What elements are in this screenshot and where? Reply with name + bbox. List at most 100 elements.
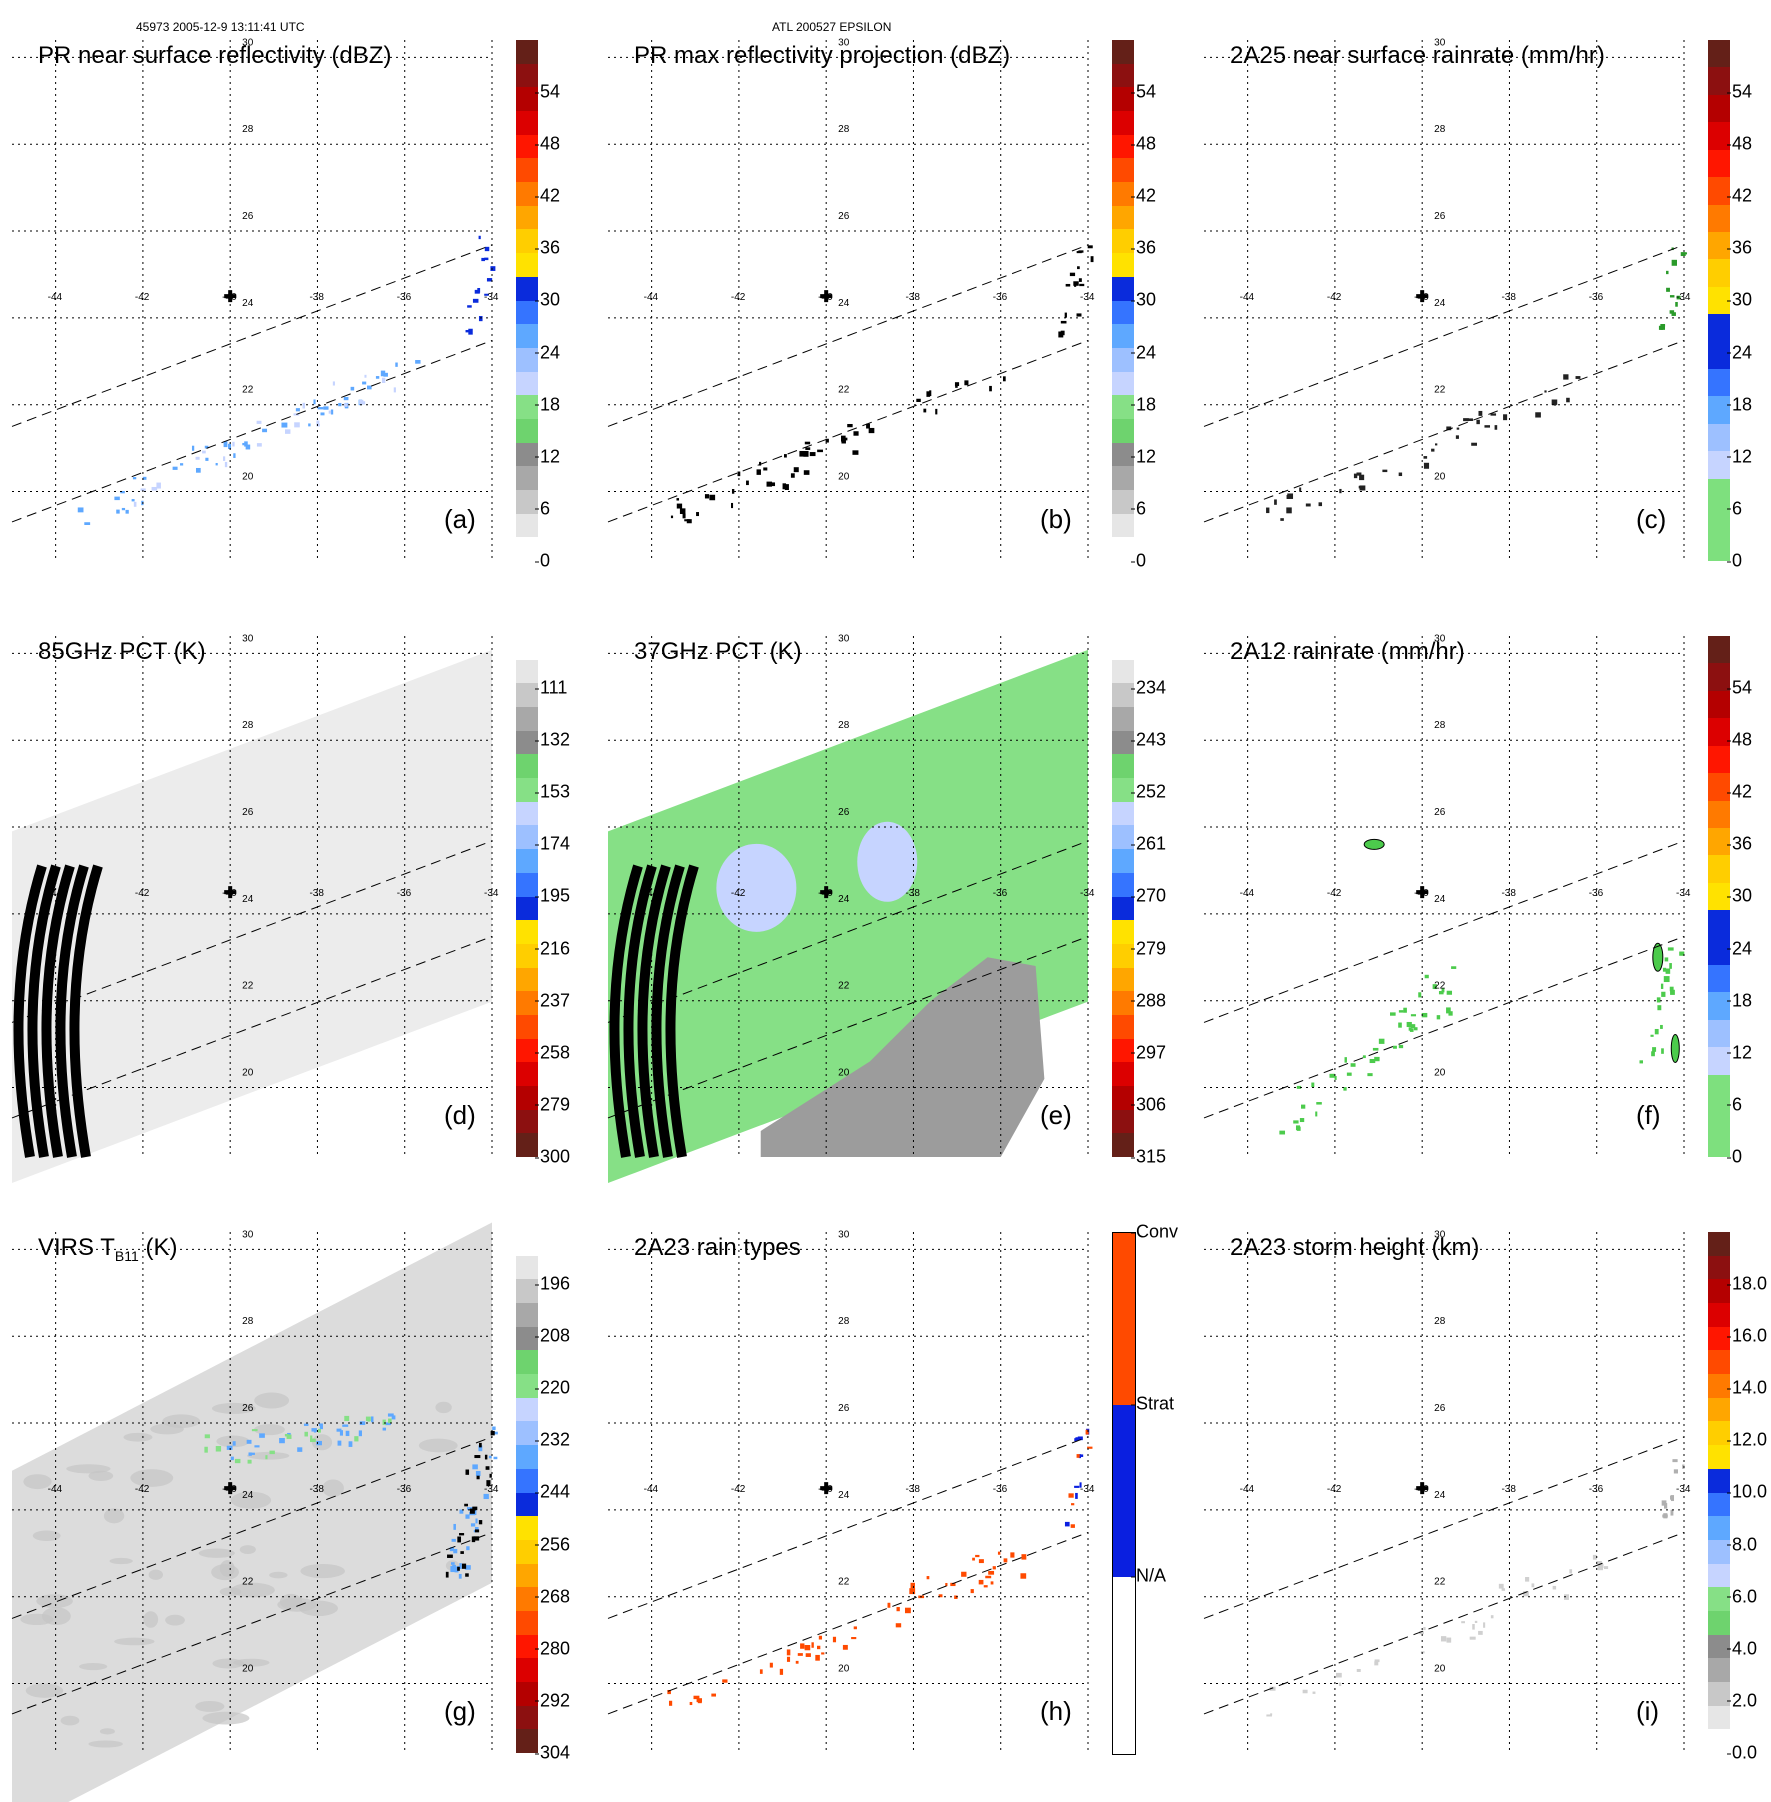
colorbar-tick-label: 279	[1130, 938, 1167, 959]
rain-cell	[490, 266, 496, 271]
colorbar-tick-label: 42	[1726, 781, 1753, 802]
rain-cell	[223, 456, 226, 461]
rain-cell	[415, 360, 421, 364]
rain-cell	[1661, 1500, 1667, 1506]
colorbar-tick-label: 48	[1130, 133, 1157, 154]
lat-label: 20	[838, 1068, 850, 1079]
rain-cell	[1501, 1588, 1506, 1591]
lon-label: -36	[397, 292, 412, 303]
rain-cell	[825, 438, 829, 443]
rain-cell	[693, 1695, 700, 1700]
rain-cell	[759, 461, 762, 466]
colorbar-segment	[1708, 478, 1730, 507]
rain-cell	[771, 482, 776, 487]
colorbar-segment	[516, 1374, 538, 1399]
rain-cell	[121, 507, 126, 511]
rain-cell	[797, 1653, 803, 1656]
rain-cell	[1663, 1503, 1668, 1509]
rain-cell	[1367, 1073, 1373, 1077]
colorbar-tick-label: 48	[534, 133, 561, 154]
rain-cell	[821, 1652, 825, 1655]
colorbar-segment	[1708, 745, 1730, 774]
panel-label: (c)	[1636, 504, 1667, 534]
colorbar-segment	[1708, 1074, 1730, 1103]
pr-swath-edge	[607, 1531, 1089, 1715]
colorbar-segment	[1708, 1374, 1730, 1399]
lon-label: -34	[484, 1484, 499, 1495]
rain-cell	[970, 1589, 974, 1594]
cold-cloud	[451, 1538, 456, 1542]
colorbar-tick-label: 24	[1726, 342, 1753, 363]
rain-cell	[985, 1575, 992, 1579]
cold-cloud	[250, 1452, 255, 1455]
cold-cloud	[474, 1455, 481, 1459]
rain-cell	[1665, 968, 1671, 974]
colorbar-segment	[516, 1326, 538, 1351]
rain-cell	[484, 293, 489, 296]
rain-cell	[950, 1582, 956, 1587]
rain-cell	[242, 442, 245, 446]
colorbar-tick-label: N/A	[1130, 1565, 1167, 1586]
colorbar-segment	[1112, 489, 1134, 515]
rain-cell	[945, 1582, 948, 1587]
rain-cell	[1329, 1073, 1335, 1078]
colorbar-segment	[1708, 1421, 1730, 1446]
header-left: 45973 2005-12-9 13:11:41 UTC	[136, 20, 305, 34]
cloud-texture	[435, 1401, 452, 1414]
rain-cell	[1566, 397, 1570, 403]
colorbar-tick-label: 30	[534, 289, 561, 310]
cloud-texture	[211, 1564, 239, 1581]
rain-cell	[1064, 1521, 1070, 1527]
rain-cell	[811, 1642, 814, 1648]
lat-label: 22	[1434, 385, 1446, 396]
lat-label: 26	[1434, 1403, 1446, 1414]
rain-cell	[955, 384, 958, 388]
lon-label: -44	[644, 292, 659, 303]
cold-cloud	[478, 1445, 483, 1452]
lon-label: -38	[905, 888, 920, 899]
colorbar-tick-label: 8.0	[1726, 1534, 1758, 1555]
colorbar-segment	[1708, 1729, 1730, 1754]
rain-cell	[1075, 1492, 1078, 1499]
colorbar-tick-label: 280	[534, 1638, 571, 1659]
cold-cloud	[472, 1464, 478, 1470]
rain-cell	[132, 477, 137, 480]
rain-cell	[180, 463, 184, 466]
colorbar-segment	[1112, 395, 1134, 420]
rain-cell	[997, 1551, 1001, 1555]
scan-edge-arc	[27, 864, 61, 1158]
colorbar-segment	[1708, 910, 1730, 939]
cold-region	[716, 843, 797, 932]
cloud-texture	[239, 1545, 256, 1554]
colorbar-segment	[1708, 1658, 1730, 1683]
lat-label: 22	[242, 1577, 254, 1588]
lon-label: -42	[731, 1484, 746, 1495]
rain-cell	[1311, 1082, 1315, 1088]
rain-cell	[1663, 1513, 1668, 1519]
colorbar	[1112, 40, 1134, 562]
cloud-texture	[202, 1711, 250, 1725]
rain-cell	[1343, 1087, 1347, 1091]
rain-cell	[1669, 986, 1674, 992]
colorbar-segment	[1708, 67, 1730, 96]
cold-cloud	[445, 1571, 449, 1578]
rain-cell	[1071, 1503, 1075, 1506]
rain-cell	[816, 1645, 821, 1650]
rain-cell	[1076, 313, 1082, 317]
colorbar-segment	[1112, 182, 1134, 207]
lat-label: 20	[838, 472, 850, 483]
colorbar-segment	[516, 205, 538, 230]
rain-cell	[1446, 1637, 1452, 1643]
rain-cell	[868, 427, 875, 434]
cold-cloud	[464, 1503, 468, 1507]
rain-cell	[786, 1656, 791, 1662]
colorbar-tick-label: 252	[1130, 781, 1167, 802]
colorbar-tick-label: 54	[1726, 677, 1753, 698]
colorbar-segment	[1112, 205, 1134, 230]
colorbar-tick-label: 306	[1130, 1094, 1167, 1115]
lat-label: 22	[242, 385, 254, 396]
colorbar-segment	[1708, 1705, 1730, 1730]
lat-label: 20	[1434, 1664, 1446, 1675]
